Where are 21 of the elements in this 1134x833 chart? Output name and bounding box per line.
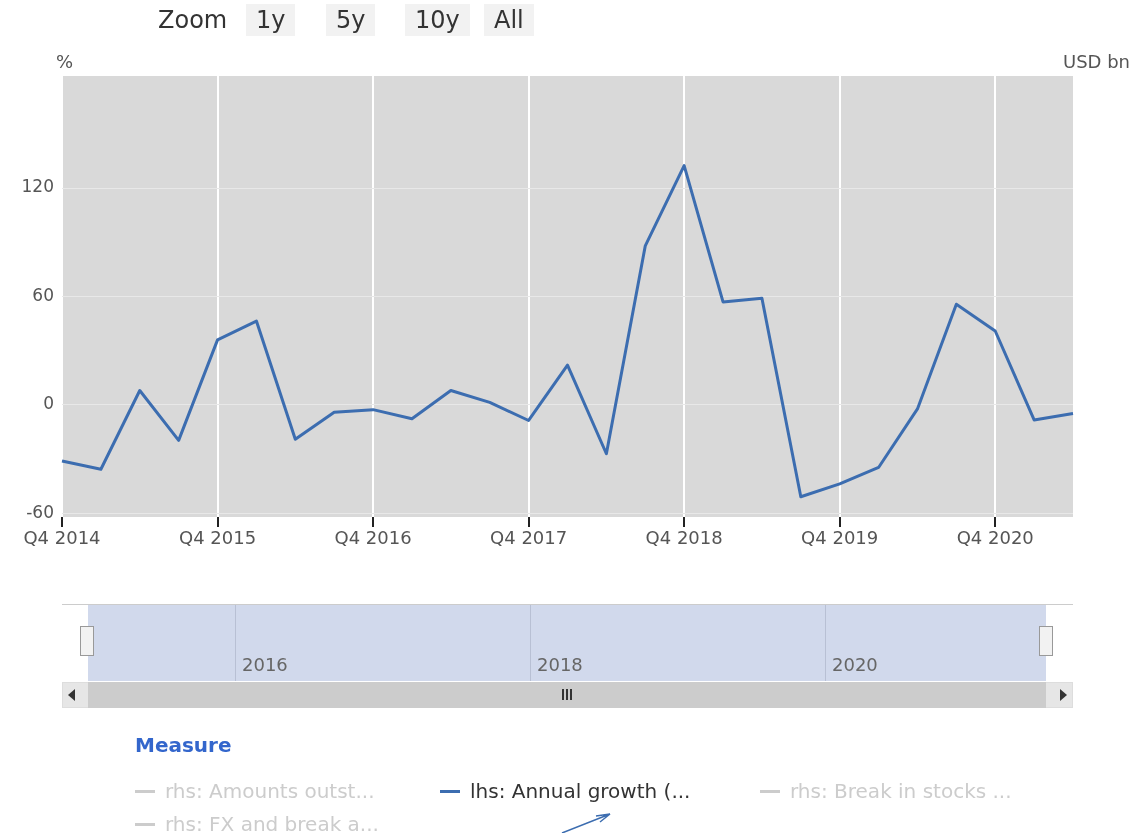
- y2-axis-title: USD bn: [1062, 50, 1130, 72]
- text: 1y: [246, 4, 296, 36]
- x-tick-label: Q4 2019: [801, 527, 879, 549]
- text: 10y: [405, 4, 470, 36]
- legend-label: lhs: Annual growth (...: [470, 779, 691, 803]
- x-tick-label: Q4 2018: [645, 527, 723, 549]
- x-tick-label: Q4 2020: [956, 527, 1034, 549]
- y-tick-label: 0: [43, 393, 54, 414]
- text: Zoom: [158, 6, 228, 34]
- legend-title: Measure: [135, 733, 232, 757]
- x-tick-label: Q4 2017: [490, 527, 568, 549]
- text: 5y: [326, 4, 376, 36]
- x-tick-label: Q4 2014: [23, 527, 101, 549]
- text: All: [484, 4, 534, 36]
- y-tick-label: 120: [21, 176, 54, 197]
- y-axis-title: %: [56, 50, 74, 72]
- y-tick-label: -60: [26, 501, 54, 522]
- x-tick-label: Q4 2015: [178, 527, 257, 549]
- range-navigator: 2016 2018 2020: [62, 604, 1073, 709]
- y-tick-label: 60: [32, 284, 54, 305]
- x-tick-label: Q4 2016: [334, 527, 412, 549]
